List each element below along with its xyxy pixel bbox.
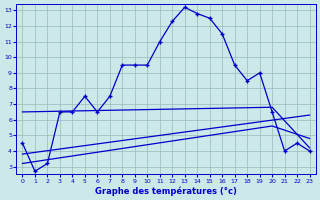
X-axis label: Graphe des températures (°c): Graphe des températures (°c) <box>95 186 237 196</box>
